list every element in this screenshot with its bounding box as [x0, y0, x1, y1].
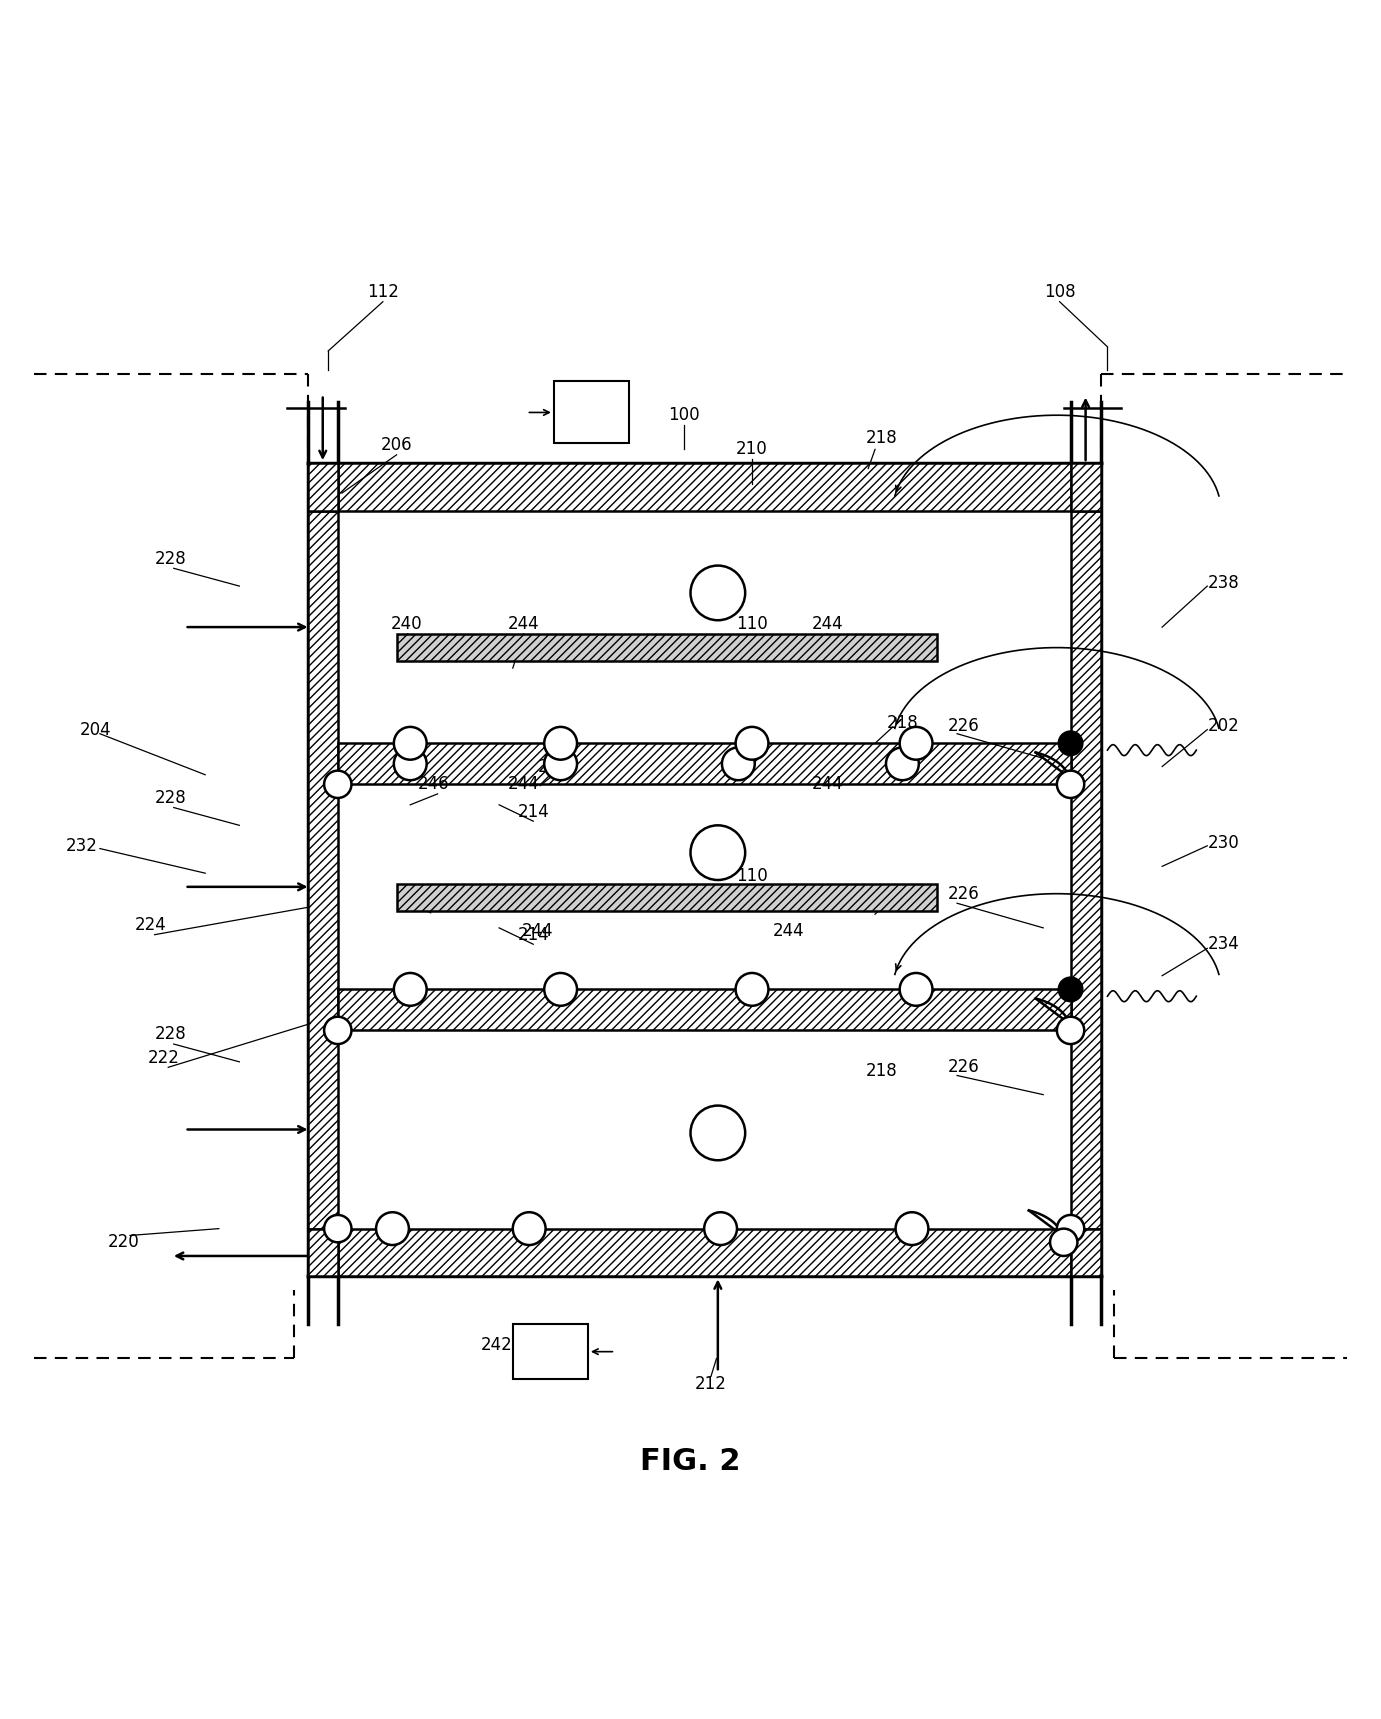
Text: 218: 218 [866, 430, 898, 447]
Circle shape [704, 1212, 737, 1245]
Text: 228: 228 [155, 550, 186, 567]
Text: 244: 244 [508, 615, 540, 633]
Circle shape [325, 1215, 351, 1243]
Bar [308, 511, 338, 1229]
Text: 226: 226 [947, 885, 979, 902]
Bar [1070, 511, 1101, 1229]
Bar [554, 382, 628, 442]
Text: 218: 218 [887, 885, 918, 902]
Text: 226: 226 [947, 1059, 979, 1076]
Circle shape [690, 566, 746, 621]
Text: 244: 244 [773, 921, 805, 940]
Text: 112: 112 [367, 284, 399, 301]
Text: 206: 206 [381, 437, 413, 454]
Circle shape [1056, 770, 1084, 798]
Text: 242: 242 [481, 1336, 512, 1355]
Circle shape [544, 973, 577, 1006]
Circle shape [899, 973, 932, 1006]
Text: 228: 228 [155, 1026, 186, 1043]
Bar [338, 990, 1070, 1030]
Text: 244: 244 [812, 615, 842, 633]
Text: 244: 244 [508, 775, 540, 792]
Circle shape [736, 727, 768, 760]
Text: 232: 232 [66, 837, 98, 854]
Circle shape [1056, 1016, 1084, 1043]
Text: 100: 100 [668, 406, 700, 425]
Circle shape [1058, 976, 1083, 1002]
Text: 214: 214 [518, 803, 550, 820]
Text: 238: 238 [1208, 574, 1240, 593]
Text: FIG. 2: FIG. 2 [641, 1446, 740, 1475]
Circle shape [690, 1105, 746, 1160]
Bar [308, 1229, 338, 1277]
Circle shape [722, 748, 755, 780]
Circle shape [690, 825, 746, 880]
Circle shape [394, 727, 427, 760]
Text: 212: 212 [695, 1375, 726, 1394]
Circle shape [544, 727, 577, 760]
Bar [338, 462, 1070, 511]
Bar [512, 1324, 588, 1379]
Circle shape [325, 770, 351, 798]
Text: 234: 234 [1208, 935, 1240, 954]
Circle shape [376, 1212, 409, 1245]
Text: 202: 202 [1208, 717, 1240, 734]
Text: 236: 236 [410, 894, 442, 913]
Text: 240: 240 [391, 615, 423, 633]
Text: 224: 224 [134, 916, 166, 933]
Bar [338, 743, 1070, 784]
Text: 244: 244 [812, 775, 842, 792]
Text: 210: 210 [736, 440, 768, 459]
Circle shape [887, 748, 918, 780]
Circle shape [1050, 1229, 1077, 1257]
Text: 3: 3 [586, 404, 598, 421]
Text: 218: 218 [866, 1062, 898, 1081]
Bar [338, 1229, 1070, 1277]
Circle shape [736, 973, 768, 1006]
Text: 244: 244 [522, 921, 554, 940]
Text: 214: 214 [518, 927, 550, 944]
Bar [308, 462, 338, 511]
Text: 204: 204 [80, 720, 112, 739]
Circle shape [394, 748, 427, 780]
Bar [396, 634, 936, 662]
Text: 226: 226 [947, 717, 979, 734]
Text: 246: 246 [417, 775, 449, 792]
Text: 220: 220 [108, 1233, 139, 1251]
Circle shape [512, 1212, 545, 1245]
Circle shape [325, 1016, 351, 1043]
Bar [1070, 462, 1101, 511]
Circle shape [544, 748, 577, 780]
Text: 222: 222 [148, 1049, 180, 1067]
Text: 110: 110 [736, 866, 768, 885]
Text: 218: 218 [887, 713, 918, 732]
Text: 228: 228 [155, 789, 186, 806]
Circle shape [1056, 1215, 1084, 1243]
Circle shape [394, 973, 427, 1006]
Text: 110: 110 [736, 615, 768, 633]
Bar [1070, 1229, 1101, 1277]
Circle shape [895, 1212, 928, 1245]
Bar [396, 884, 936, 911]
Text: 108: 108 [1044, 284, 1076, 301]
Text: 3: 3 [544, 1343, 557, 1361]
Text: 230: 230 [1208, 834, 1240, 853]
Circle shape [1058, 731, 1083, 756]
Text: 208: 208 [539, 758, 569, 775]
Circle shape [899, 727, 932, 760]
